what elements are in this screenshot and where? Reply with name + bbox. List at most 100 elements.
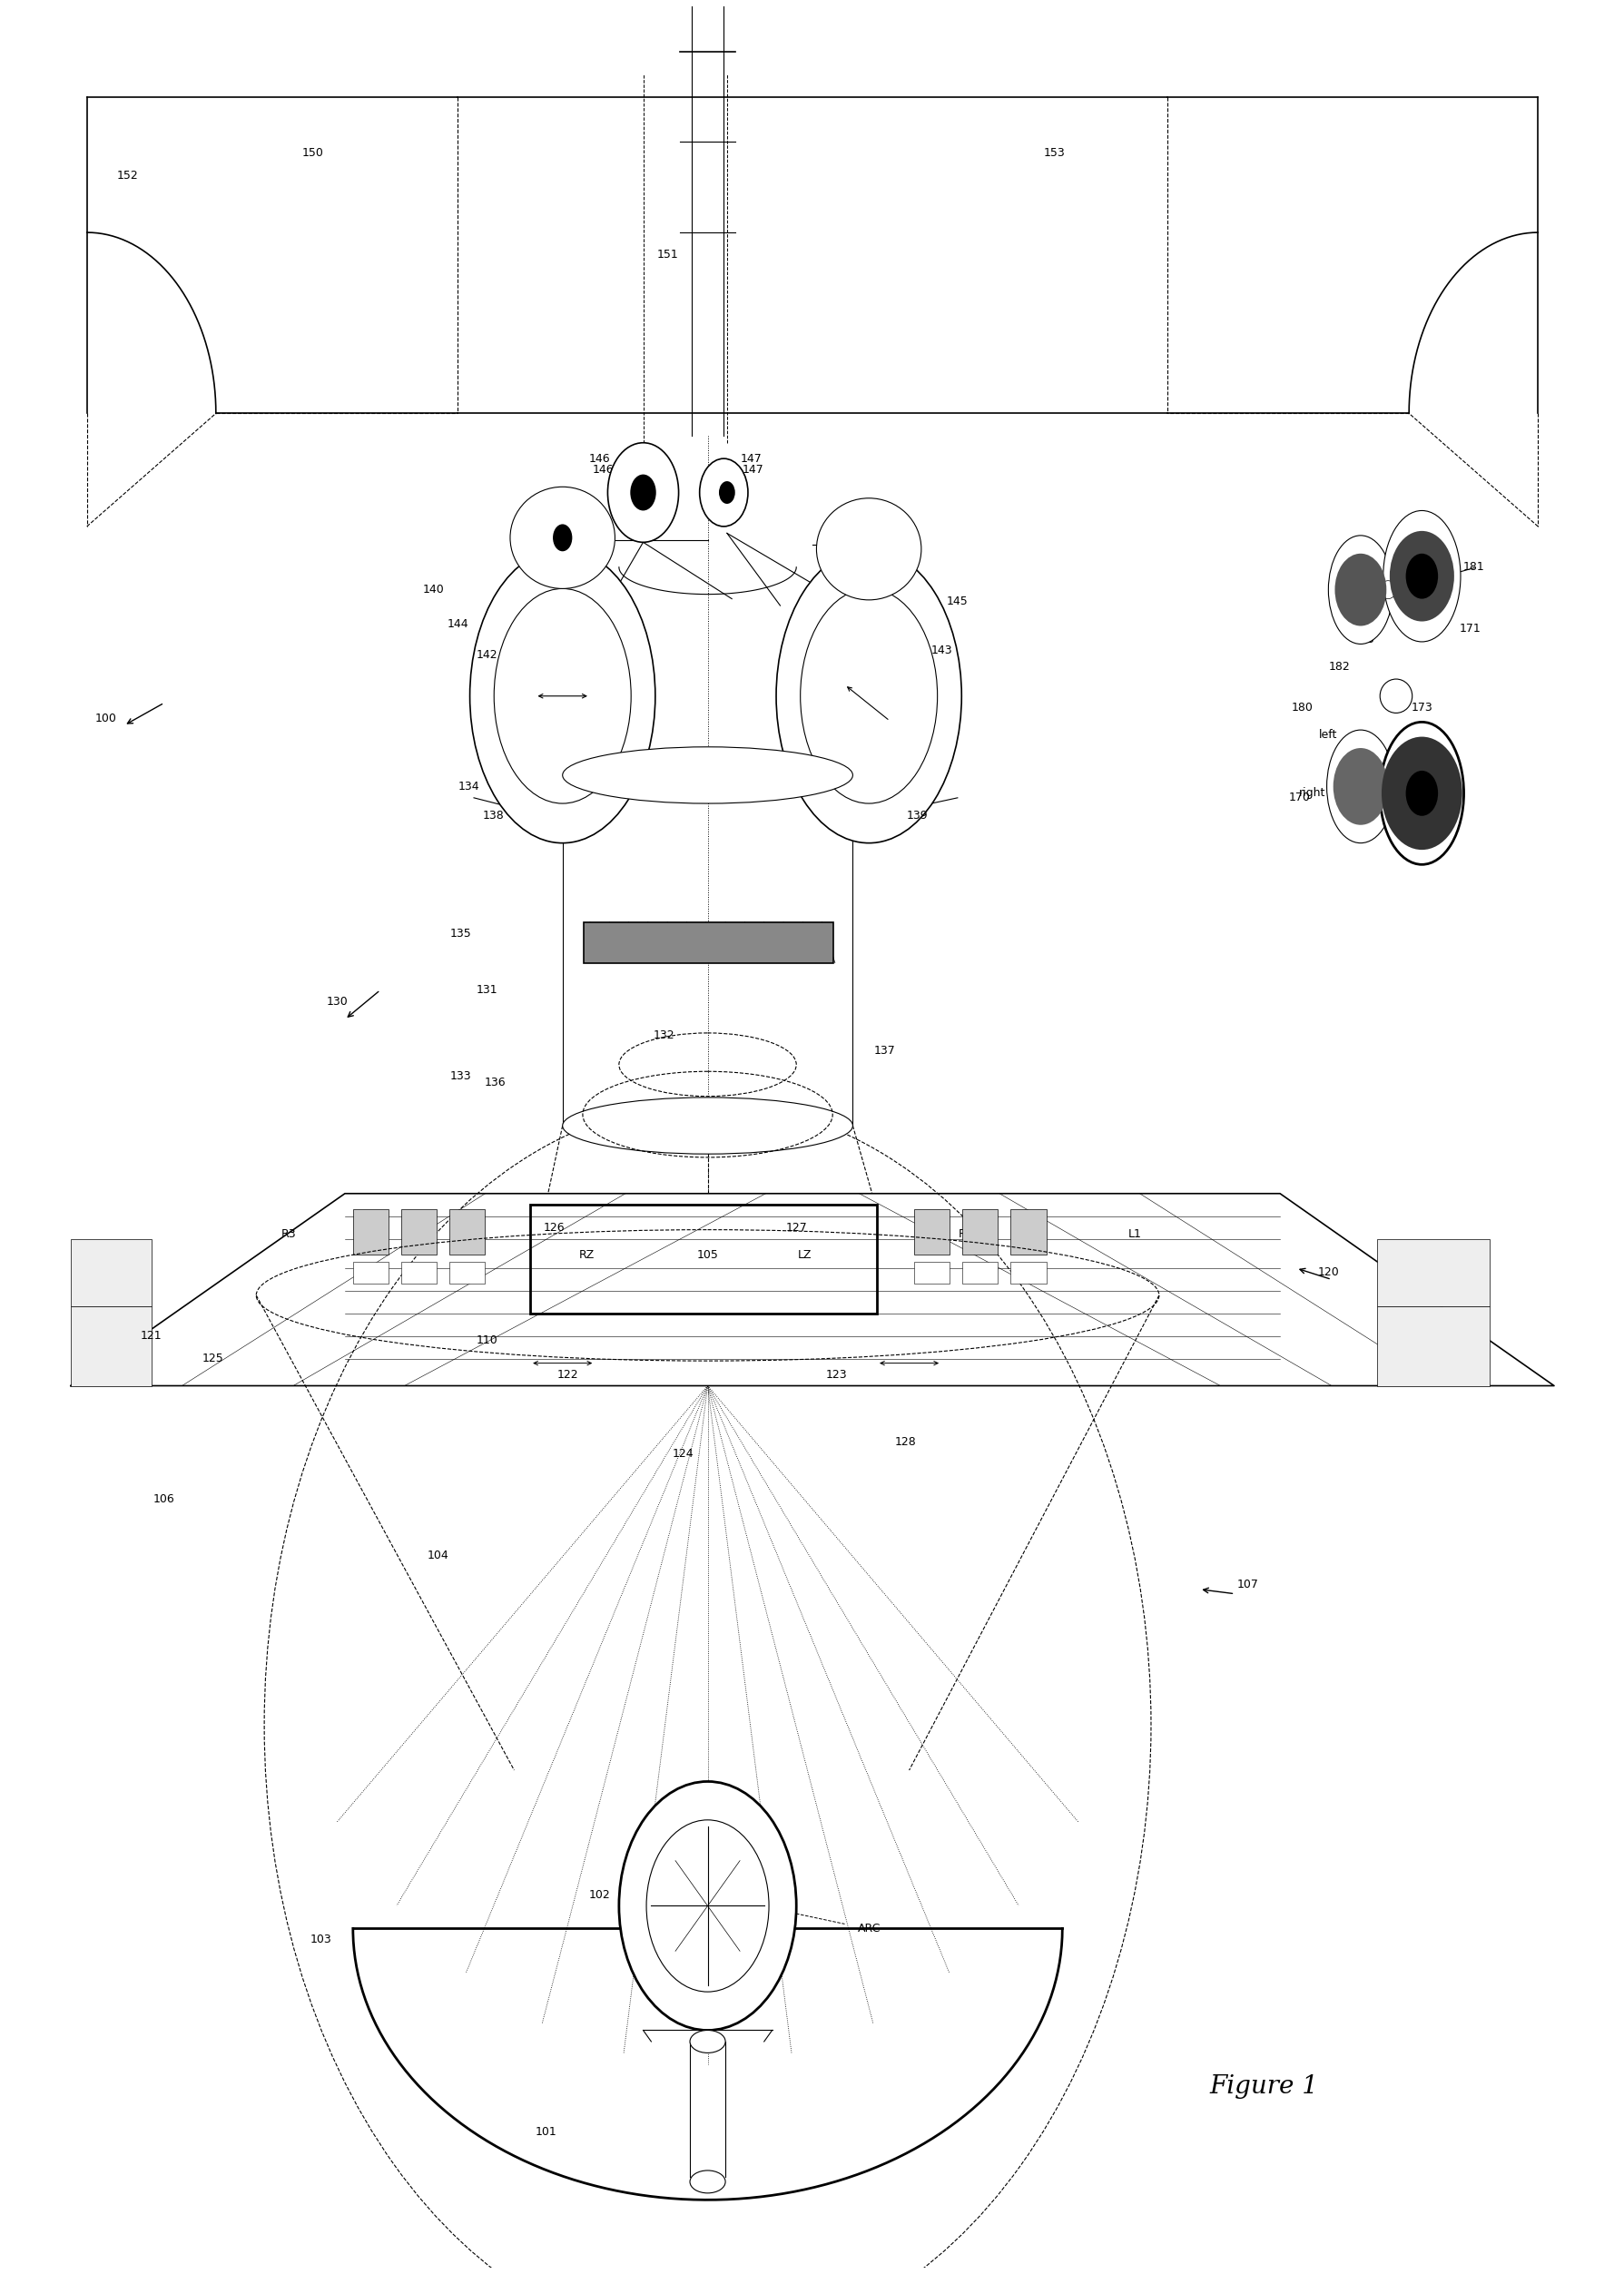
Circle shape <box>630 475 656 512</box>
Text: 147: 147 <box>742 464 763 475</box>
Text: 134: 134 <box>458 780 479 791</box>
Text: 139: 139 <box>906 810 927 821</box>
Text: 131: 131 <box>476 985 497 996</box>
Ellipse shape <box>1328 534 1392 644</box>
Circle shape <box>1380 737 1462 850</box>
Text: Figure 1: Figure 1 <box>1208 2074 1317 2099</box>
Text: 150: 150 <box>302 148 323 159</box>
Text: 101: 101 <box>536 2126 557 2138</box>
Text: ARC: ARC <box>857 1922 880 1935</box>
Ellipse shape <box>1327 730 1393 844</box>
Bar <box>1376 1239 1489 1308</box>
Circle shape <box>700 459 747 525</box>
Circle shape <box>619 1781 796 2031</box>
Text: 145: 145 <box>947 596 968 607</box>
Text: 151: 151 <box>656 250 677 262</box>
Text: 140: 140 <box>422 584 443 596</box>
Text: 153: 153 <box>1043 148 1064 159</box>
Text: 126: 126 <box>544 1221 565 1233</box>
Text: 120: 120 <box>1317 1267 1338 1278</box>
Text: 152: 152 <box>117 171 138 182</box>
Text: 170: 170 <box>1288 791 1309 803</box>
Text: 160: 160 <box>1432 825 1455 837</box>
Text: 104: 104 <box>427 1549 448 1562</box>
Circle shape <box>607 443 679 541</box>
Text: 172: 172 <box>1395 741 1416 755</box>
Text: 123: 123 <box>825 1369 846 1380</box>
Ellipse shape <box>510 487 614 589</box>
Text: 132: 132 <box>653 1030 674 1041</box>
Text: 182: 182 <box>1328 662 1350 673</box>
Bar <box>961 1210 997 1255</box>
Text: 147: 147 <box>741 453 762 464</box>
Text: right: right <box>1298 787 1325 798</box>
Text: 121: 121 <box>141 1330 162 1342</box>
Bar <box>1010 1262 1046 1285</box>
Text: R1: R1 <box>958 1228 973 1239</box>
Bar <box>401 1262 437 1285</box>
Bar <box>401 1210 437 1255</box>
Circle shape <box>1333 553 1385 625</box>
Bar <box>1376 1308 1489 1385</box>
Text: 173: 173 <box>1410 700 1432 714</box>
Text: LZ: LZ <box>797 1248 810 1260</box>
Bar <box>71 1239 151 1308</box>
Text: 146: 146 <box>588 453 611 464</box>
Text: 122: 122 <box>557 1369 578 1380</box>
Ellipse shape <box>1382 512 1460 641</box>
Text: 142: 142 <box>476 650 497 662</box>
Text: 183: 183 <box>1353 634 1374 646</box>
Text: 102: 102 <box>588 1890 611 1901</box>
Text: 127: 127 <box>784 1221 807 1233</box>
Bar <box>961 1262 997 1285</box>
Bar <box>450 1210 486 1255</box>
Text: 124: 124 <box>672 1449 693 1460</box>
Text: 143: 143 <box>931 646 952 657</box>
Text: R3: R3 <box>281 1228 296 1239</box>
Text: 171: 171 <box>1458 623 1479 634</box>
Circle shape <box>1405 553 1437 598</box>
Bar <box>529 1205 877 1314</box>
Text: 180: 180 <box>1291 700 1312 714</box>
Text: left: left <box>1319 728 1337 741</box>
Text: 125: 125 <box>201 1353 224 1364</box>
Bar <box>450 1262 486 1285</box>
Text: 106: 106 <box>153 1494 175 1505</box>
Text: L1: L1 <box>1127 1228 1142 1239</box>
Ellipse shape <box>815 498 921 600</box>
Text: 107: 107 <box>1236 1578 1259 1590</box>
Text: 181: 181 <box>1462 562 1483 573</box>
Bar <box>583 923 833 962</box>
Text: 138: 138 <box>482 810 503 821</box>
Ellipse shape <box>1379 723 1463 864</box>
Circle shape <box>1405 771 1437 816</box>
Bar <box>914 1210 948 1255</box>
Text: 130: 130 <box>326 996 348 1007</box>
Bar <box>71 1308 151 1385</box>
Text: 146: 146 <box>591 464 614 475</box>
Text: 133: 133 <box>450 1071 471 1082</box>
Circle shape <box>718 482 734 505</box>
Text: 103: 103 <box>310 1933 331 1947</box>
Ellipse shape <box>562 746 853 803</box>
Bar <box>1010 1210 1046 1255</box>
Bar <box>352 1262 388 1285</box>
Circle shape <box>1389 530 1453 621</box>
Text: RZ: RZ <box>578 1248 594 1260</box>
Ellipse shape <box>1379 680 1411 714</box>
Text: L3: L3 <box>411 1228 424 1239</box>
Circle shape <box>1332 748 1387 825</box>
Text: 135: 135 <box>450 928 471 939</box>
Polygon shape <box>71 1194 1553 1385</box>
Ellipse shape <box>469 548 654 844</box>
Ellipse shape <box>776 548 961 844</box>
Bar <box>352 1210 388 1255</box>
Text: 100: 100 <box>96 712 117 725</box>
Text: 110: 110 <box>476 1335 497 1346</box>
Ellipse shape <box>690 2031 724 2053</box>
Ellipse shape <box>690 2169 724 2192</box>
Ellipse shape <box>562 1098 853 1153</box>
Text: 128: 128 <box>895 1437 916 1449</box>
Circle shape <box>552 525 572 550</box>
Text: 144: 144 <box>447 619 468 630</box>
